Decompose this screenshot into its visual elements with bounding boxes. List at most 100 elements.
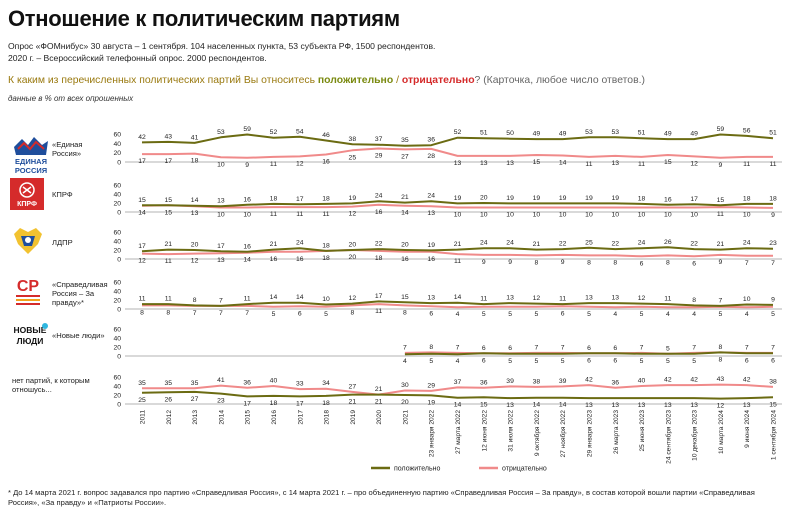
positive-value-label: 15: [769, 401, 777, 408]
negative-value-label: 9: [508, 259, 512, 266]
positive-value-label: 22: [375, 241, 383, 248]
negative-value-label: 9: [719, 162, 723, 169]
negative-value-label: 7: [640, 344, 644, 351]
positive-value-label: 17: [217, 243, 225, 250]
positive-value-label: 49: [533, 131, 541, 138]
negative-value-label: 13: [506, 160, 514, 167]
positive-value-label: 11: [138, 296, 145, 303]
negative-value-label: 8: [534, 259, 538, 266]
negative-value-label: 37: [454, 379, 462, 386]
y-tick-label: 60: [113, 327, 121, 334]
positive-value-label: 20: [480, 195, 488, 202]
positive-value-label: 9: [771, 296, 775, 303]
positive-value-label: 23: [217, 398, 225, 405]
negative-value-label: 6: [692, 260, 696, 267]
negative-value-label: 13: [191, 210, 199, 217]
positive-value-label: 13: [664, 402, 672, 409]
er-logo-text-1: ЕДИНАЯ: [15, 157, 47, 166]
positive-value-label: 5: [640, 358, 644, 365]
negative-value-label: 13: [480, 160, 488, 167]
positive-value-label: 13: [585, 402, 593, 409]
x-tick-label: 9 октября 2022: [533, 410, 541, 456]
positive-value-label: 13: [611, 402, 619, 409]
negative-value-label: 13: [454, 160, 462, 167]
negative-value-label: 5: [534, 311, 538, 318]
x-tick-label: 27 марта 2022: [455, 410, 462, 454]
negative-value-label: 10: [533, 212, 541, 219]
party-label-sr: «Справедливая Россия – За правду»*: [52, 280, 108, 307]
negative-value-label: 9: [482, 259, 486, 266]
y-tick-label: 40: [113, 289, 121, 296]
page-title: Отношение к политическим партиям: [8, 6, 400, 31]
positive-value-label: 19: [427, 242, 435, 249]
positive-value-label: 15: [138, 197, 146, 204]
positive-value-label: 24: [296, 240, 304, 247]
negative-value-label: 10: [217, 161, 225, 168]
negative-value-label: 8: [666, 259, 670, 266]
positive-value-label: 4: [456, 358, 460, 365]
y-tick-label: 40: [113, 336, 121, 343]
positive-value-label: 37: [375, 136, 383, 143]
negative-value-label: 16: [296, 256, 304, 263]
positive-value-label: 13: [611, 295, 619, 302]
positive-value-label: 15: [717, 197, 725, 204]
negative-value-label: 14: [559, 159, 567, 166]
negative-value-label: 5: [324, 311, 328, 318]
positive-value-label: 24: [427, 193, 435, 200]
negative-value-label: 6: [429, 310, 433, 317]
negative-value-label: 12: [690, 160, 698, 167]
negative-value-label: 13: [427, 210, 435, 217]
y-tick-label: 40: [113, 192, 121, 199]
positive-value-label: 12: [533, 295, 541, 302]
positive-value-label: 49: [559, 131, 567, 138]
positive-value-label: 6: [482, 345, 486, 352]
negative-value-label: 12: [191, 258, 199, 265]
negative-value-label: 4: [745, 311, 749, 318]
positive-value-label: 21: [533, 241, 541, 248]
positive-value-label: 24: [480, 240, 488, 247]
negative-value-label: 30: [401, 382, 409, 389]
subtitle-2020: 2020 г. – Всероссийский телефонный опрос…: [8, 53, 267, 63]
footnote: * До 14 марта 2021 г. вопрос задавался п…: [8, 488, 755, 507]
negative-value-label: 8: [719, 356, 723, 363]
positive-value-label: 5: [692, 358, 696, 365]
positive-value-label: 59: [243, 126, 251, 133]
positive-value-label: 17: [690, 196, 698, 203]
y-tick-label: 20: [113, 298, 121, 305]
negative-value-label: 21: [375, 399, 383, 406]
y-tick-label: 0: [117, 257, 121, 264]
negative-value-label: 42: [664, 377, 672, 384]
x-tick-label: 9 июня 2024: [744, 410, 751, 448]
negative-value-label: 5: [771, 311, 775, 318]
positive-series-line: [404, 351, 773, 356]
positive-value-label: 53: [585, 129, 593, 136]
negative-value-label: 36: [243, 379, 251, 386]
x-tick-label: 2013: [192, 410, 199, 425]
positive-value-label: 11: [480, 296, 487, 303]
party-label-kprf: КПРФ: [52, 190, 73, 199]
x-tick-label: 2019: [350, 410, 357, 425]
y-tick-label: 0: [117, 354, 121, 361]
negative-value-label: 7: [534, 344, 538, 351]
positive-value-label: 14: [270, 294, 278, 301]
er-logo-text-2: РОССИЯ: [15, 166, 47, 175]
negative-value-label: 5: [666, 358, 670, 365]
question-main: К каким из перечисленных политических па…: [8, 75, 318, 86]
negative-value-label: 40: [270, 378, 278, 385]
positive-value-label: 5: [666, 345, 670, 352]
data-note: данные в % от всех опрошенных: [8, 94, 134, 103]
negative-value-label: 14: [243, 257, 251, 264]
positive-series-line: [141, 390, 774, 400]
positive-value-label: 19: [533, 195, 541, 202]
positive-value-label: 21: [401, 194, 409, 201]
negative-value-label: 4: [613, 311, 617, 318]
positive-value-label: 5: [429, 358, 433, 365]
negative-value-label: 7: [219, 310, 223, 317]
negative-value-label: 8: [166, 309, 170, 316]
negative-value-label: 10: [559, 212, 567, 219]
negative-value-label: 8: [429, 344, 433, 351]
positive-value-label: 13: [506, 402, 514, 409]
negative-series-line: [142, 147, 773, 159]
x-tick-label: 26 марта 2023: [613, 410, 620, 454]
positive-value-label: 51: [480, 130, 488, 137]
